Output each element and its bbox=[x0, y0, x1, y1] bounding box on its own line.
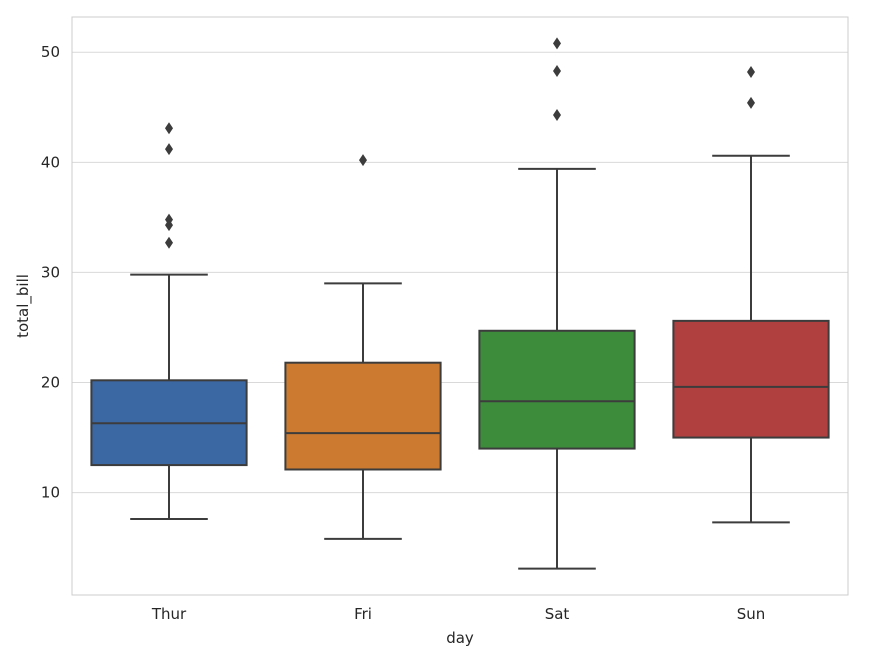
outlier-point bbox=[553, 108, 561, 121]
x-tick-labels: Thur Fri Sat Sun bbox=[151, 605, 765, 623]
x-tick-label: Thur bbox=[151, 605, 187, 623]
plot-frame bbox=[71, 16, 849, 596]
iqr-box bbox=[478, 329, 636, 450]
box-fri bbox=[284, 154, 442, 540]
box-sun bbox=[672, 66, 830, 524]
box-thur bbox=[90, 122, 248, 521]
y-tick-label: 10 bbox=[41, 484, 60, 502]
outlier-point bbox=[165, 213, 173, 226]
y-tick-label: 30 bbox=[41, 263, 60, 281]
outlier-point bbox=[359, 154, 367, 167]
x-tick-label: Sun bbox=[737, 605, 766, 623]
x-tick-label: Fri bbox=[354, 605, 372, 623]
iqr-box bbox=[284, 361, 442, 471]
outlier-point bbox=[747, 66, 755, 79]
y-tick-labels: 10 20 30 40 50 bbox=[41, 43, 60, 501]
outlier-point bbox=[747, 96, 755, 109]
outlier-point bbox=[165, 122, 173, 135]
y-axis-label: total_bill bbox=[14, 274, 33, 338]
x-tick-label: Sat bbox=[545, 605, 570, 623]
boxes bbox=[90, 37, 830, 570]
outlier-point bbox=[165, 143, 173, 156]
iqr-box bbox=[672, 319, 830, 439]
y-tick-label: 20 bbox=[41, 374, 60, 392]
y-tick-label: 40 bbox=[41, 153, 60, 171]
y-tick-label: 50 bbox=[41, 43, 60, 61]
outlier-point bbox=[165, 236, 173, 249]
outlier-point bbox=[553, 37, 561, 50]
outlier-point bbox=[553, 64, 561, 77]
box-sat bbox=[478, 37, 636, 570]
x-axis-label: day bbox=[446, 629, 474, 647]
